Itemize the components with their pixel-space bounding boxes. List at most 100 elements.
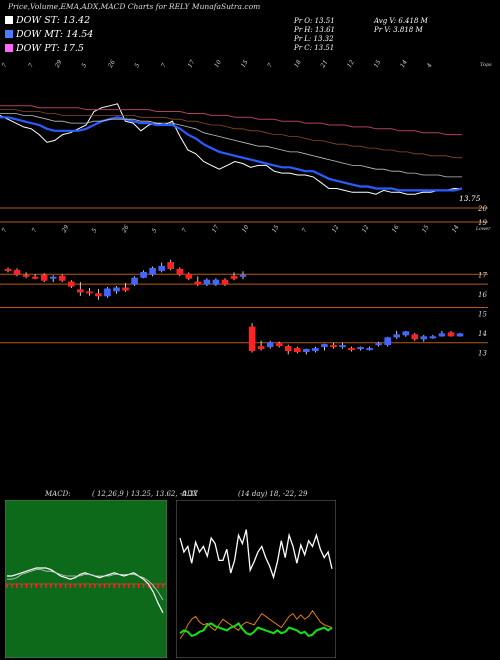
ema-series-line	[0, 113, 462, 178]
plus-di-line	[179, 621, 333, 638]
bear-candle	[176, 268, 184, 275]
bear-candle	[411, 334, 419, 340]
date-label: 17	[211, 224, 221, 234]
right-label: Tops	[480, 62, 492, 68]
bull-candle	[113, 287, 120, 292]
top-date-label: 12	[346, 59, 356, 69]
bear-candle	[4, 268, 12, 271]
date-label: 7	[1, 227, 9, 234]
ema-series-line	[0, 109, 462, 159]
bear-candle	[257, 346, 265, 350]
top-date-label: 15	[240, 59, 250, 69]
bull-candle	[149, 267, 156, 275]
top-date-label: 14	[399, 59, 409, 69]
bull-candle	[393, 334, 400, 338]
adx-params: (14 day) 18, -22, 29	[238, 490, 308, 498]
top-date-label: 4	[425, 62, 434, 70]
prev-volume: Pr V: 3.818 M	[374, 26, 423, 34]
bull-candle	[312, 348, 319, 352]
bull-candle	[429, 336, 437, 339]
date-label: 7	[31, 227, 39, 234]
macd-background	[5, 500, 167, 658]
top-date-label: 5	[80, 62, 88, 69]
ema-series-line	[0, 105, 462, 136]
top-date-label: 15	[373, 59, 383, 69]
bear-candle	[40, 274, 48, 281]
date-label: 16	[391, 224, 401, 234]
bear-candle	[122, 287, 129, 291]
top-date-label: 17	[187, 59, 197, 69]
date-label: 5	[151, 227, 159, 234]
bear-candle	[447, 332, 455, 337]
date-suffix-label: Lower	[475, 226, 491, 232]
adx-chart	[176, 500, 336, 658]
date-label: 15	[421, 224, 431, 234]
top-date-label: 21	[319, 59, 329, 70]
top-date-label: 10	[213, 59, 223, 69]
bull-candle	[158, 266, 165, 271]
bull-candle	[384, 337, 391, 346]
y-tick-label: 19	[478, 219, 487, 227]
bull-candle	[402, 331, 410, 336]
price-chart: 7 7 29 5 26 5 7 17 10 15 7 18 21 12 15 14 4 20 19 13.75 Top…	[0, 59, 492, 358]
price-close: Pr C: 13.51	[294, 44, 335, 52]
date-label: 7	[301, 227, 309, 234]
bear-candle	[167, 262, 174, 270]
bear-candle	[330, 345, 337, 348]
top-date-label: 7	[1, 62, 9, 69]
date-label: 12	[361, 224, 371, 234]
bull-candle	[212, 279, 220, 285]
bear-candle	[13, 269, 21, 275]
dow-st-label: DOW ST: 13.42	[16, 15, 91, 26]
price-low: Pr L: 13.32	[294, 35, 334, 43]
top-date-label: 7	[27, 62, 35, 69]
y-tick-label: 16	[478, 291, 487, 299]
dow-mt-label: DOW MT: 14.54	[16, 29, 94, 40]
bear-candle	[284, 346, 292, 352]
dow-mt-swatch	[5, 30, 13, 38]
macd-chart	[5, 500, 167, 658]
bull-candle	[456, 333, 464, 337]
macd-params: ( 12,26,9 ) 13.25, 13.62, -0.37	[92, 490, 198, 498]
minus-di-line	[179, 610, 333, 640]
bear-candle	[348, 348, 355, 351]
top-date-label: 18	[293, 59, 303, 69]
top-date-label: 5	[133, 62, 141, 69]
bull-candle	[266, 342, 274, 348]
date-label: 12	[331, 224, 341, 234]
bear-candle	[58, 275, 66, 281]
last-close-label: 13.75	[459, 194, 481, 203]
top-date-label: 7	[266, 62, 274, 69]
bull-candle	[375, 343, 382, 346]
y-tick-label: 20	[477, 205, 487, 213]
date-label: 7	[181, 227, 189, 234]
date-label: 10	[241, 224, 251, 234]
date-label: 26	[120, 224, 130, 235]
bull-candle	[339, 345, 346, 348]
bull-candle	[366, 348, 373, 351]
bull-candle	[203, 279, 211, 285]
bear-candle	[185, 273, 193, 279]
adx-line	[179, 529, 333, 580]
bear-candle	[77, 289, 84, 293]
bull-candle	[239, 274, 247, 277]
bear-candle	[230, 275, 238, 279]
bull-candle	[303, 349, 310, 352]
ema-series-line	[0, 116, 463, 192]
macd-line	[7, 567, 164, 614]
bull-candle	[131, 277, 138, 285]
macd-label: MACD:	[45, 490, 71, 498]
bull-candle	[140, 271, 147, 278]
bear-candle	[221, 279, 229, 285]
bull-candle	[49, 276, 57, 279]
bull-candle	[420, 336, 428, 340]
bear-candle	[22, 274, 30, 277]
bear-candle	[194, 281, 202, 285]
bear-candle	[95, 293, 102, 297]
macd-signal-line	[7, 569, 164, 601]
y-tick-label: 13	[478, 350, 487, 358]
bull-candle	[357, 347, 364, 350]
dow-mt-legend: DOW MT: 14.54	[5, 29, 93, 40]
dow-pt-swatch	[5, 44, 13, 52]
top-date-label: 7	[160, 62, 168, 69]
